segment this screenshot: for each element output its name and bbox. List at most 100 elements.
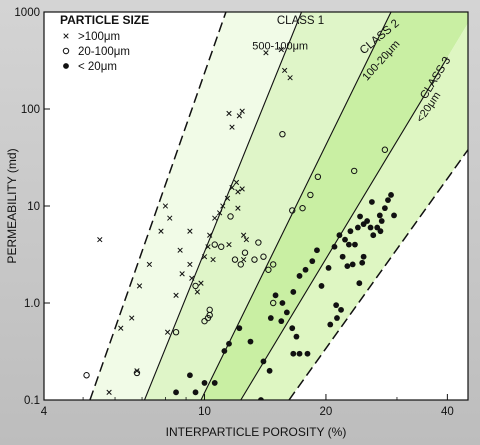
class-boundary-3: [200, 12, 392, 400]
filled-circle-point: [370, 232, 377, 239]
x-marker-point: [136, 283, 143, 289]
x-marker-point: [278, 46, 284, 53]
filled-circle-point: [347, 228, 354, 235]
open-circle-point: [307, 191, 314, 199]
x-marker-point: [235, 189, 241, 195]
x-tick-label: 20: [320, 406, 333, 418]
filled-circle-point: [272, 292, 279, 299]
class-2-band: [144, 12, 392, 400]
x-marker-point: [229, 184, 235, 191]
x-tick-label: 4: [41, 406, 48, 418]
filled-circle-point: [359, 259, 366, 266]
open-circle-point: [83, 372, 90, 379]
x-marker-point: [224, 195, 231, 201]
x-marker-point: [198, 280, 204, 286]
filled-circle-point: [296, 350, 303, 357]
open-circle-point: [172, 328, 180, 336]
open-circle-point: [381, 146, 389, 153]
x-marker-point: [167, 215, 173, 221]
filled-circle-point: [260, 358, 267, 365]
filled-circle-point: [290, 289, 297, 295]
x-marker-point: [240, 232, 247, 238]
filled-circle-point: [258, 397, 264, 400]
y-tick-label: 0.1: [24, 395, 40, 407]
open-circle-point: [279, 130, 286, 138]
class-label: CLASS 1: [277, 15, 324, 27]
open-circle-point: [201, 317, 208, 325]
x-tick-label: 10: [198, 406, 211, 418]
legend: PARTICLE SIZE >100μm 20-100μm < 20μm: [60, 13, 149, 73]
filled-circle-point: [187, 372, 193, 379]
filled-circle-point: [333, 302, 340, 309]
open-circle-point: [265, 266, 272, 273]
filled-circle-point: [339, 253, 346, 260]
y-tick-label: 1.0: [24, 298, 40, 310]
legend-marker-open-circle: [62, 47, 70, 55]
x-marker-point: [118, 325, 124, 331]
filled-circle-point: [290, 350, 297, 357]
open-circle-point: [299, 204, 306, 212]
x-marker-point: [210, 256, 216, 263]
x-marker-point: [129, 315, 135, 321]
class-boundary-4: [240, 57, 448, 400]
x-marker-point: [106, 389, 112, 395]
x-marker-point: [229, 124, 235, 130]
filled-circle-point: [279, 300, 286, 306]
class-boundary-5: [288, 149, 468, 400]
filled-circle-point: [352, 241, 358, 248]
open-circle-point: [314, 173, 322, 181]
x-marker-point: [239, 186, 245, 192]
filled-circle-point: [391, 212, 397, 219]
filled-circle-point: [342, 236, 348, 243]
x-marker-point: [173, 292, 179, 298]
filled-circle-point: [360, 253, 367, 260]
filled-circle-point: [349, 261, 356, 268]
y-tick-label: 1000: [14, 7, 40, 19]
x-marker-point: [179, 271, 185, 277]
filled-circle-point: [302, 266, 309, 273]
filled-circle-point: [357, 213, 363, 220]
open-circle-point: [350, 167, 358, 175]
filled-circle-point: [173, 389, 179, 396]
open-circle-point: [260, 253, 267, 260]
open-circle-point: [269, 299, 277, 307]
filled-circle-point: [344, 263, 351, 270]
legend-marker-x: [63, 33, 69, 39]
class-boundary-lines: [89, 12, 468, 400]
filled-circle-point: [221, 348, 228, 354]
filled-circle-point: [338, 306, 344, 313]
x-marker-point: [235, 205, 241, 211]
legend-label: < 20μm: [78, 61, 117, 73]
filled-circle-point: [247, 338, 254, 345]
filled-circle-point: [314, 247, 320, 254]
legend-label: 20-100μm: [78, 46, 130, 58]
open-circle-point: [227, 213, 234, 220]
x-marker-point: [207, 232, 213, 238]
x-marker-point: [263, 50, 269, 56]
x-marker-point: [194, 289, 201, 295]
open-circle-point: [251, 256, 258, 263]
filled-circle-point: [369, 199, 375, 205]
filled-circle-point: [236, 325, 243, 332]
x-marker-point: [187, 261, 193, 268]
filled-circle-point: [278, 318, 285, 325]
filled-circle-point: [201, 380, 208, 386]
filled-circle-point: [266, 367, 273, 374]
class-label: 500-100μm: [252, 41, 308, 53]
filled-circle-point: [378, 218, 385, 224]
x-marker-point: [134, 368, 140, 374]
filled-circle-point: [327, 321, 334, 328]
filled-circle-point: [336, 232, 343, 239]
axes: 4 10 20 40 0.1 1.0 10 100 1000: [14, 7, 453, 418]
x-marker-point: [281, 67, 288, 74]
x-marker-point: [236, 113, 243, 119]
open-circle-point: [211, 241, 218, 248]
filled-circle-point: [296, 273, 303, 279]
x-marker-point: [187, 228, 193, 234]
open-circle-point: [255, 239, 262, 246]
x-marker-point: [146, 261, 153, 268]
filled-circle-point: [309, 258, 316, 265]
x-marker-point: [226, 241, 232, 248]
filled-circle-point: [192, 389, 199, 396]
filled-circle-point: [354, 224, 361, 231]
